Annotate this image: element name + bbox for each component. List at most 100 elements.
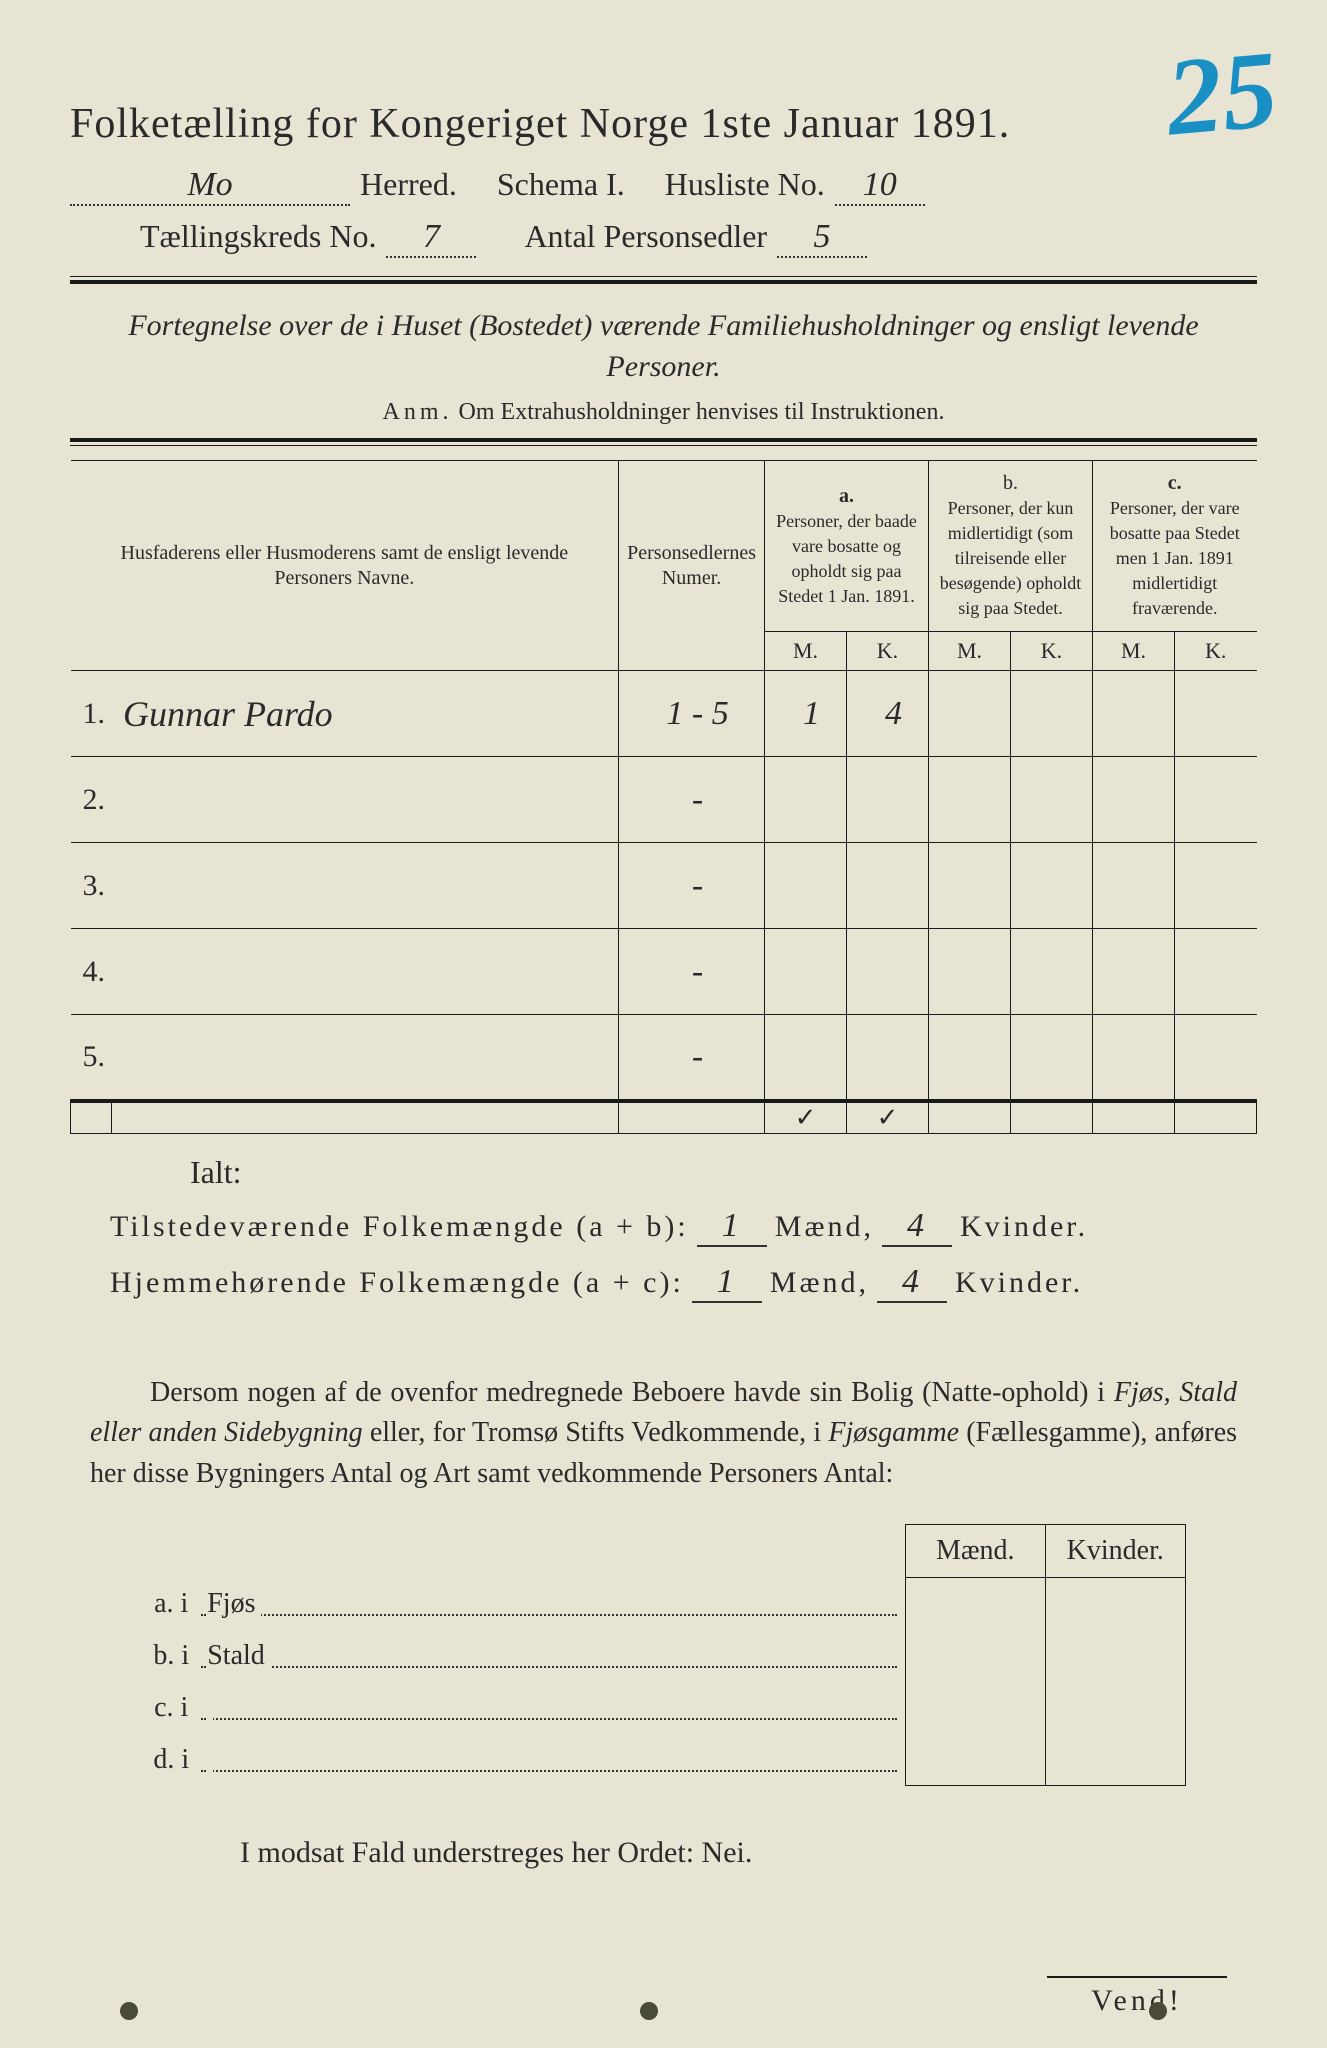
row-a-m: 1 <box>765 671 847 757</box>
punch-hole-icon <box>640 2002 658 2020</box>
row-c-m <box>1093 671 1175 757</box>
hjemme-line: Hjemmehørende Folkemængde (a + c): 1 Mæn… <box>70 1263 1257 1303</box>
mk-c-k: K. <box>1175 632 1257 671</box>
cell <box>929 843 1011 929</box>
anm-text: Om Extrahusholdninger henvises til Instr… <box>459 399 945 425</box>
lower-cell <box>905 1734 1045 1786</box>
cell <box>765 1015 847 1101</box>
maend-label: Mænd, <box>770 1266 869 1300</box>
row-name: Gunnar Pardo <box>111 671 619 757</box>
col-b-head: b.Personer, der kun midlertidigt (som ti… <box>929 461 1093 632</box>
lower-cell <box>905 1578 1045 1630</box>
cell <box>1093 757 1175 843</box>
tick-a-k: ✓ <box>847 1101 929 1134</box>
cell <box>765 843 847 929</box>
row-num: 1. <box>71 671 112 757</box>
lower-row: b. i Stald <box>141 1630 1185 1682</box>
lower-cell <box>1045 1578 1185 1630</box>
lower-txt: Stald <box>201 1630 905 1682</box>
lower-cell <box>905 1630 1045 1682</box>
para-text: Dersom nogen af de ovenfor medregnede Be… <box>150 1377 1114 1408</box>
page-title: Folketælling for Kongeriget Norge 1ste J… <box>70 100 1257 148</box>
stamp-number: 25 <box>1162 25 1283 161</box>
cell <box>847 929 929 1015</box>
intro-text: Fortegnelse over de i Huset (Bostedet) v… <box>70 306 1257 387</box>
row-num: 5. <box>71 1015 112 1101</box>
mk-a-m: M. <box>765 632 847 671</box>
herred-label: Herred. <box>360 166 457 203</box>
para-text-ital: Fjøsgamme <box>828 1417 959 1448</box>
mk-b-k: K. <box>1011 632 1093 671</box>
row-num: 4. <box>71 929 112 1015</box>
kreds-label: Tællingskreds No. <box>140 218 376 255</box>
hjemme-k: 4 <box>877 1263 947 1303</box>
lower-lab: c. i <box>141 1682 201 1734</box>
lower-table: Mænd. Kvinder. a. i Fjøs b. i Stald c. i… <box>141 1524 1186 1786</box>
row-numer: 1 - 5 <box>619 671 765 757</box>
main-table: Husfaderens eller Husmoderens samt de en… <box>70 460 1257 1134</box>
anm-prefix: Anm. <box>383 399 453 425</box>
cell <box>847 757 929 843</box>
mk-c-m: M. <box>1093 632 1175 671</box>
cell <box>1011 1015 1093 1101</box>
lower-row: a. i Fjøs <box>141 1578 1185 1630</box>
kvinder-label: Kvinder. <box>955 1266 1083 1300</box>
husliste-value: 10 <box>835 166 925 206</box>
lower-maend-head: Mænd. <box>905 1525 1045 1578</box>
lower-kvinder-head: Kvinder. <box>1045 1525 1185 1578</box>
mk-b-m: M. <box>929 632 1011 671</box>
row-a-k: 4 <box>847 671 929 757</box>
vend-label: Vend! <box>1047 1976 1227 2018</box>
tilstede-k: 4 <box>882 1207 952 1247</box>
row-name <box>111 929 619 1015</box>
row-name <box>111 843 619 929</box>
col-names-head: Husfaderens eller Husmoderens samt de en… <box>71 461 619 671</box>
cell <box>765 757 847 843</box>
cell <box>1175 843 1257 929</box>
tilstede-m: 1 <box>697 1207 767 1247</box>
cell <box>1175 1015 1257 1101</box>
maend-label: Mænd, <box>775 1210 874 1244</box>
lower-txt <box>201 1682 905 1734</box>
cell <box>1011 929 1093 1015</box>
cell <box>1093 843 1175 929</box>
cell <box>1093 1015 1175 1101</box>
lower-lab: b. i <box>141 1630 201 1682</box>
row-name <box>111 757 619 843</box>
lower-row: c. i <box>141 1682 1185 1734</box>
modsat-line: I modsat Fald understreges her Ordet: Ne… <box>70 1836 1257 1870</box>
row-numer: - <box>619 757 765 843</box>
antal-value: 5 <box>777 218 867 258</box>
anm-line: Anm. Om Extrahusholdninger henvises til … <box>70 399 1257 426</box>
lower-cell <box>905 1682 1045 1734</box>
lower-txt: Fjøs <box>201 1578 905 1630</box>
table-row: 2. - <box>71 757 1257 843</box>
table-row: 4. - <box>71 929 1257 1015</box>
cell <box>847 843 929 929</box>
hjemme-label: Hjemmehørende Folkemængde (a + c): <box>110 1266 684 1300</box>
cell <box>929 757 1011 843</box>
husliste-label: Husliste No. <box>665 166 825 203</box>
row-b-k <box>1011 671 1093 757</box>
row-name <box>111 1015 619 1101</box>
row-num: 3. <box>71 843 112 929</box>
cell <box>1011 843 1093 929</box>
cell <box>1093 929 1175 1015</box>
tilstede-label: Tilstedeværende Folkemængde (a + b): <box>110 1210 689 1244</box>
cell <box>1175 757 1257 843</box>
lower-txt <box>201 1734 905 1786</box>
row-numer: - <box>619 843 765 929</box>
cell <box>929 1015 1011 1101</box>
punch-hole-icon <box>120 2002 138 2020</box>
cell <box>1011 757 1093 843</box>
cell <box>929 929 1011 1015</box>
tick-a-m: ✓ <box>765 1101 847 1134</box>
col-a-head: a.Personer, der baade vare bosatte og op… <box>765 461 929 632</box>
tick-row: ✓ ✓ <box>71 1101 1257 1134</box>
ialt-label: Ialt: <box>70 1154 1257 1191</box>
table-row: 1. Gunnar Pardo 1 - 5 1 4 <box>71 671 1257 757</box>
lower-lab: d. i <box>141 1734 201 1786</box>
row-num: 2. <box>71 757 112 843</box>
row-numer: - <box>619 1015 765 1101</box>
paragraph: Dersom nogen af de ovenfor medregnede Be… <box>70 1373 1257 1495</box>
